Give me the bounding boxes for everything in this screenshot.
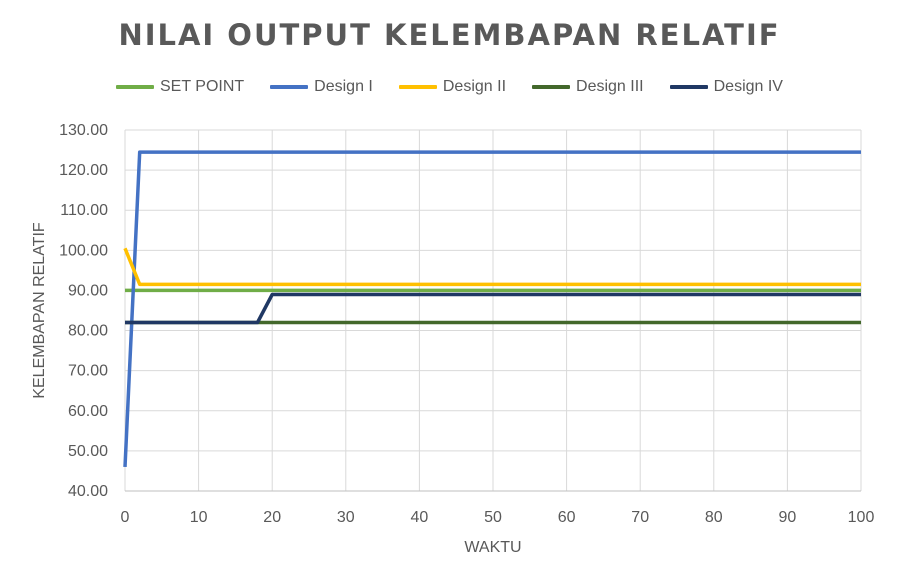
tick-labels: 40.00 50.00 60.00 70.00 80.00 90.00 100.00 110.… [59,122,874,526]
y-tick-label: 100.00 [59,242,108,259]
legend-label: Design II [442,78,507,95]
x-tick-label: 40 [411,509,429,526]
x-tick-label: 20 [263,509,281,526]
x-tick-label: 90 [779,509,797,526]
y-tick-label: 90.00 [68,282,108,299]
x-tick-label: 60 [558,509,576,526]
legend-label: Design IV [713,78,783,95]
series-lines [123,150,861,467]
legend-swatch [669,85,708,89]
series-line-3 [123,247,861,287]
legend-item: Design III [532,78,644,96]
y-axis-title: KELEMBAPAN RELATIF [31,222,48,399]
legend-item: SET POINT [116,78,244,96]
legend-item: Design II [398,78,507,96]
series-line-5 [125,292,861,325]
legend-swatch [532,85,571,89]
y-tick-label: 80.00 [68,323,108,340]
x-tick-label: 0 [121,509,130,526]
y-tick-label: 40.00 [68,483,108,500]
x-tick-label: 30 [337,509,355,526]
legend-swatch [398,85,437,89]
x-tick-label: 70 [631,509,649,526]
y-tick-label: 50.00 [68,443,108,460]
x-tick-label: 100 [848,509,875,526]
y-tick-label: 110.00 [60,202,108,219]
legend-swatch [270,85,309,89]
x-axis-title: WAKTU [464,539,521,556]
legend-item: Design IV [669,78,783,96]
legend: SET POINT Design I Design II Design III Desi… [0,78,899,96]
x-tick-label: 50 [484,509,502,526]
legend-label: SET POINT [160,78,245,95]
grid-lines [124,129,862,492]
x-tick-label: 10 [190,509,208,526]
x-tick-label: 80 [705,509,723,526]
legend-label: Design I [314,78,373,95]
legend-item: Design I [270,78,373,96]
y-tick-label: 60.00 [68,403,108,420]
series-line-2 [123,150,861,467]
chart-title: NILAI OUTPUT KELEMBAPAN RELATIF [118,18,781,52]
y-tick-label: 70.00 [68,363,108,380]
y-tick-label: 120.00 [59,162,108,179]
y-tick-label: 130.00 [59,122,108,139]
legend-label: Design III [576,78,644,95]
legend-swatch [116,85,154,89]
